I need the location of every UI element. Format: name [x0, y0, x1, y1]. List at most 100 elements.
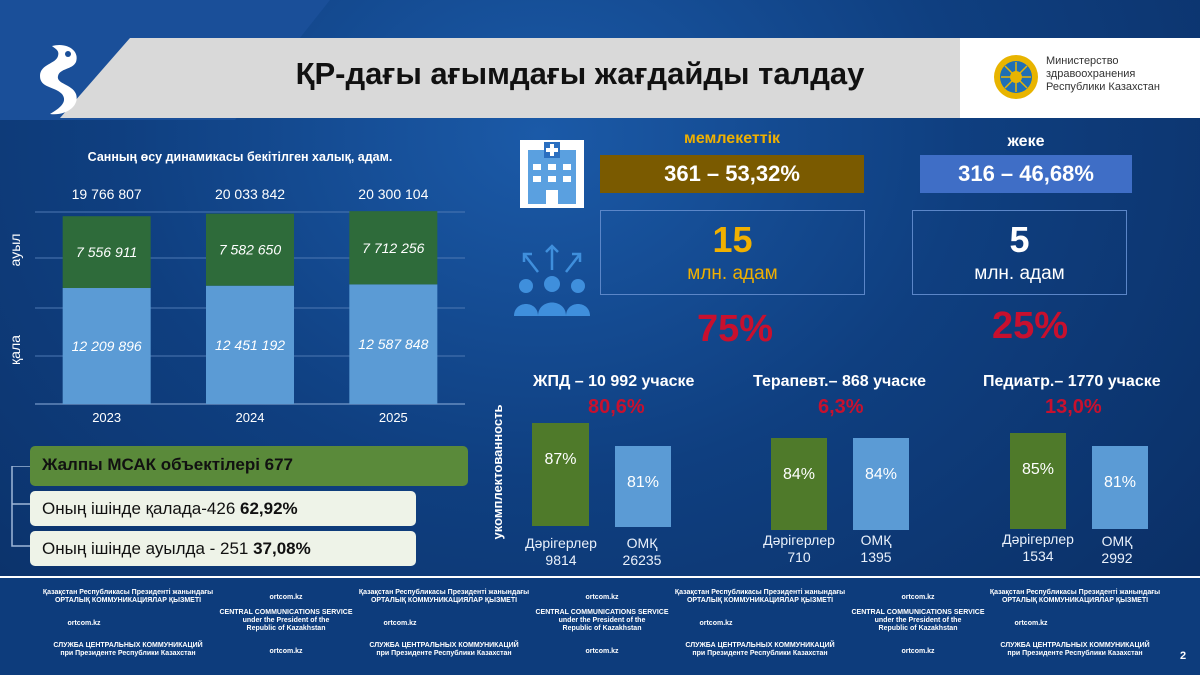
summary-rural: Оның ішінде ауылда - 251 37,08%: [30, 531, 416, 566]
label-total-2025: 20 300 104: [358, 186, 428, 202]
label-total-2024: 20 033 842: [215, 186, 285, 202]
section-title-zhpd: ЖПД – 10 992 учаске: [533, 373, 695, 390]
footer-site-bottom-0[interactable]: ortcom.kz: [269, 648, 303, 655]
section-title-pediatrics: Педиатр.– 1770 учаске: [983, 373, 1161, 390]
footer-site-mid-3[interactable]: ortcom.kz: [1014, 620, 1048, 627]
footer-ru-0: СЛУЖБА ЦЕНТРАЛЬНЫХ КОММУНИКАЦИЙ при Прези…: [28, 642, 228, 658]
footer-site-mid-0[interactable]: ortcom.kz: [67, 620, 101, 627]
footer-kz-0: Қазақстан Республикасы Президенті жанынд…: [28, 589, 228, 605]
label-therapy-nurses-name: ОМҚ: [860, 532, 892, 548]
leopard-logo-icon: [32, 40, 90, 120]
footer-ru-2: СЛУЖБА ЦЕНТРАЛЬНЫХ КОММУНИКАЦИЙ при Прези…: [660, 642, 860, 658]
footer-en-2: CENTRAL COMMUNICATIONS SERVICE under the …: [818, 609, 1018, 633]
ministry-line-2: здравоохранения: [1046, 68, 1136, 80]
section-title-therapy: Терапевт.– 868 учаске: [753, 373, 926, 390]
label-zhpd-doctors-name: Дәрігерлер: [525, 535, 597, 551]
footer-kz-3: Қазақстан Республикасы Президенті жанынд…: [975, 589, 1175, 605]
label-rural-2025: 7 712 256: [362, 240, 424, 256]
ministry-line-3: Республики Казахстан: [1046, 81, 1160, 93]
footer-en-0: CENTRAL COMMUNICATIONS SERVICE under the …: [186, 609, 386, 633]
bar-rural-2025: [349, 211, 438, 285]
header-grey-band: [60, 38, 1200, 118]
x-tick-2025: 2025: [379, 410, 408, 425]
footer-en-2-line-1: under the President of the: [874, 617, 962, 624]
page-title: ҚР-дағы ағымдағы жағдайды талдау: [295, 56, 865, 91]
row-label-rural: ауыл: [7, 234, 23, 267]
bar-zhpd-nurses: 81%: [615, 446, 671, 527]
label-therapy-nurses-count: 1395: [860, 549, 892, 565]
footer-kz-2: Қазақстан Республикасы Президенті жанынд…: [660, 589, 860, 605]
footer-kz-1: Қазақстан Республикасы Президенті жанынд…: [344, 589, 544, 605]
label-pediatrics-doctors-name: Дәрігерлер: [1002, 531, 1074, 547]
footer: [0, 576, 1200, 675]
state-share-percent: 75%: [696, 308, 774, 350]
footer-ru-1-line-1: при Президенте Республики Казахстан: [376, 650, 512, 657]
private-label: жеке: [1007, 133, 1045, 150]
footer-ru-2-line-0: СЛУЖБА ЦЕНТРАЛЬНЫХ КОММУНИКАЦИЙ: [685, 642, 835, 649]
footer-site-mid-2[interactable]: ortcom.kz: [699, 620, 733, 627]
label-city-2025: 12 587 848: [358, 336, 428, 352]
label-zhpd-nurses-name: ОМҚ: [626, 535, 658, 551]
footer-site-top-0[interactable]: ortcom.kz: [269, 594, 303, 601]
footer-en-2-line-0: CENTRAL COMMUNICATIONS SERVICE: [851, 609, 985, 616]
label-therapy-doctors-count: 710: [787, 549, 811, 565]
section-pct-therapy: 6,3%: [818, 396, 864, 418]
footer-kz-2-line-1: ОРТАЛЫҚ КОММУНИКАЦИЯЛАР ҚЫЗМЕТІ: [686, 597, 834, 604]
label-pediatrics-nurses: ОМҚ 2992: [1075, 533, 1159, 567]
staffing-axis-label: укомплектованность: [490, 405, 505, 540]
label-pediatrics-nurses-name: ОМҚ: [1101, 533, 1133, 549]
state-population-box: 15 млн. адам: [600, 210, 865, 295]
bar-city-2025: [349, 284, 438, 404]
private-population-value: 5: [1009, 219, 1030, 260]
row-label-city: қала: [7, 335, 23, 365]
bar-rural-2023: [62, 216, 151, 289]
label-zhpd-doctors-count: 9814: [545, 552, 577, 568]
label-zhpd-doctors: Дәрігерлер 9814: [506, 535, 616, 569]
staffing-axis-text: укомплектованность: [490, 405, 505, 540]
label-zhpd-nurses: ОМҚ 26235: [600, 535, 684, 569]
label-city-2023: 12 209 896: [72, 338, 142, 354]
summary-city: Оның ішінде қалада-426 62,92%: [30, 491, 416, 526]
label-therapy-doctors: Дәрігерлер 710: [744, 532, 854, 566]
footer-ru-3-line-0: СЛУЖБА ЦЕНТРАЛЬНЫХ КОММУНИКАЦИЙ: [1000, 642, 1150, 649]
footer-ru-1-line-0: СЛУЖБА ЦЕНТРАЛЬНЫХ КОММУНИКАЦИЙ: [369, 642, 519, 649]
footer-site-top-1[interactable]: ortcom.kz: [585, 594, 619, 601]
label-therapy-doctors-name: Дәрігерлер: [763, 532, 835, 548]
summary-connector: [11, 466, 30, 547]
footer-kz-1-line-1: ОРТАЛЫҚ КОММУНИКАЦИЯЛАР ҚЫЗМЕТІ: [370, 597, 518, 604]
summary-city-pct: 62,92%: [240, 499, 298, 518]
state-label: мемлекеттік: [683, 130, 781, 147]
label-pediatrics-nurses-count: 2992: [1101, 550, 1133, 566]
private-count-box: 316 – 46,68%: [920, 155, 1132, 193]
bar-pediatrics-doctors: 85%: [1010, 433, 1066, 529]
kazakhstan-emblem-icon: [993, 54, 1039, 100]
footer-site-top-2[interactable]: ortcom.kz: [901, 594, 935, 601]
footer-en-1-line-2: Republic of Kazakhstan: [562, 625, 642, 632]
bar-therapy-doctors: 84%: [771, 438, 827, 530]
footer-kz-1-line-0: Қазақстан Республикасы Президенті жанынд…: [358, 589, 530, 596]
footer-site-bottom-1[interactable]: ortcom.kz: [585, 648, 619, 655]
label-total-2023: 19 766 807: [72, 186, 142, 202]
chart-title: Санның өсу динамикасы бекітілген халық, …: [87, 150, 393, 164]
footer-site-mid-1[interactable]: ortcom.kz: [383, 620, 417, 627]
footer-kz-3-line-0: Қазақстан Республикасы Президенті жанынд…: [989, 589, 1161, 596]
footer-en-1-line-0: CENTRAL COMMUNICATIONS SERVICE: [535, 609, 669, 616]
footer-en-0-line-2: Republic of Kazakhstan: [246, 625, 326, 632]
ministry-line-1: Министерство: [1046, 55, 1119, 67]
footer-en-1-line-1: under the President of the: [558, 617, 646, 624]
footer-ru-3: СЛУЖБА ЦЕНТРАЛЬНЫХ КОММУНИКАЦИЙ при Прези…: [975, 642, 1175, 658]
summary-total: Жалпы МСАК объектілері 677: [30, 446, 468, 486]
x-tick-2023: 2023: [92, 410, 121, 425]
section-pct-pediatrics: 13,0%: [1045, 396, 1102, 418]
bar-rural-2024: [206, 213, 294, 286]
people-group-icon: [508, 240, 596, 320]
summary-rural-pct: 37,08%: [253, 539, 311, 558]
footer-ru-0-line-1: при Президенте Республики Казахстан: [60, 650, 196, 657]
bar-city-2024: [206, 285, 294, 404]
section-pct-zhpd: 80,6%: [588, 396, 645, 418]
footer-en-0-line-0: CENTRAL COMMUNICATIONS SERVICE: [219, 609, 353, 616]
footer-kz-2-line-0: Қазақстан Республикасы Президенті жанынд…: [674, 589, 846, 596]
footer-ru-2-line-1: при Президенте Республики Казахстан: [692, 650, 828, 657]
footer-site-bottom-2[interactable]: ortcom.kz: [901, 648, 935, 655]
state-population-unit: млн. адам: [687, 263, 778, 284]
